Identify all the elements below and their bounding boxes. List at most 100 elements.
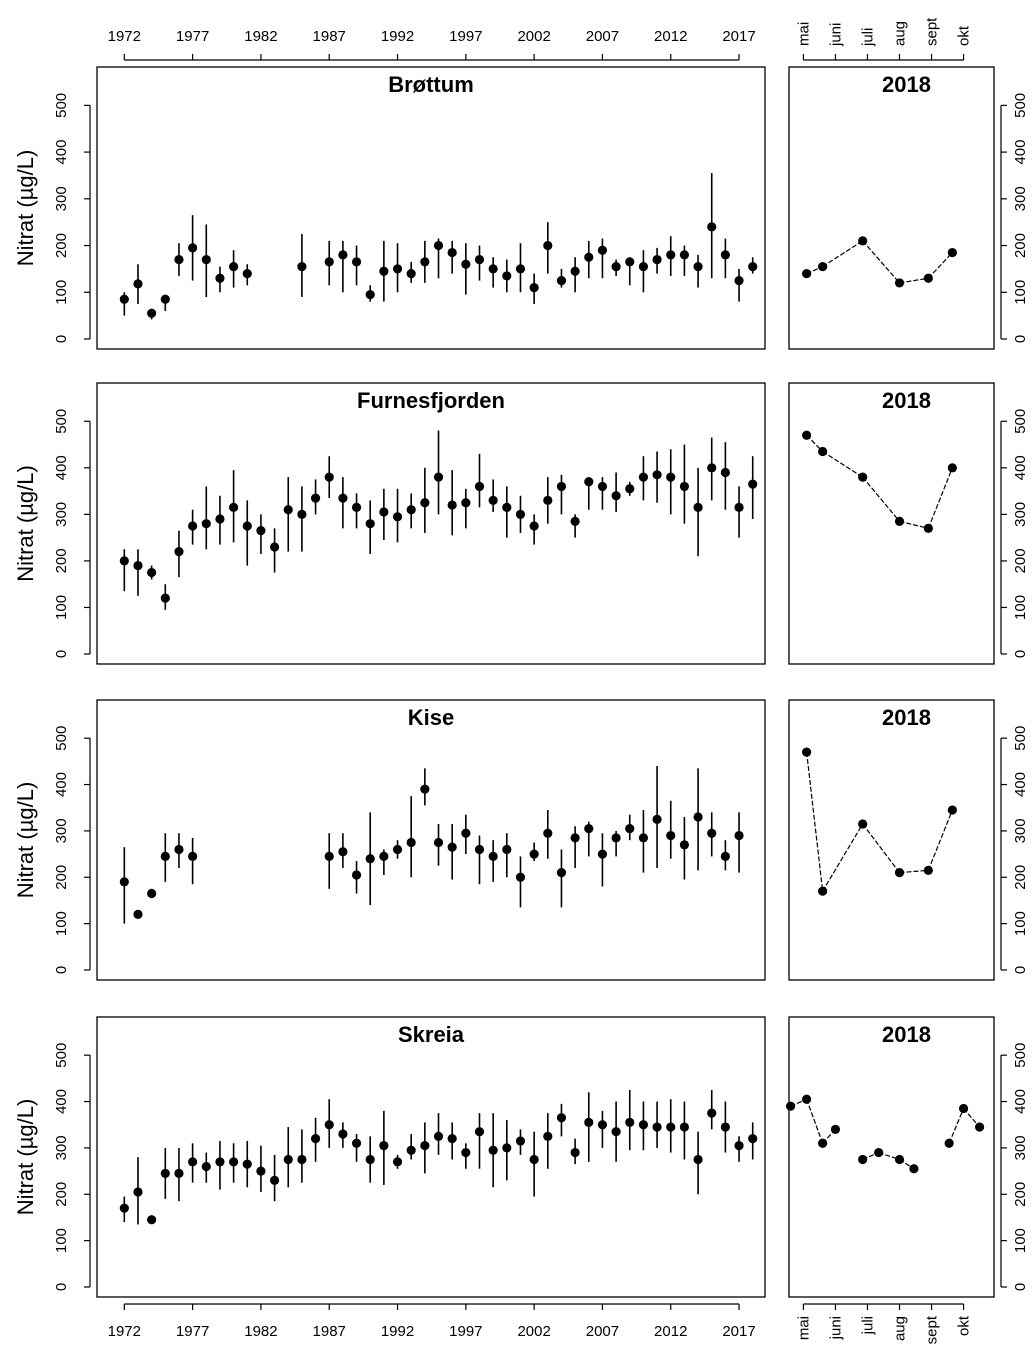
annual-point [748, 261, 758, 272]
annual-point [584, 823, 594, 834]
right-y-tick-label: 200 [1012, 1182, 1029, 1207]
left-y-tick-label: 500 [53, 93, 70, 118]
annual-point [338, 847, 348, 857]
left-y-tick-label: 0 [53, 335, 70, 343]
annual-point [229, 261, 239, 272]
bottom-month-tick-label: juni [827, 1316, 844, 1340]
annual-point [597, 849, 608, 859]
annual-point [502, 844, 512, 855]
annual-point [638, 261, 649, 272]
annual-point [488, 264, 498, 274]
annual-point [365, 519, 375, 529]
annual-point [119, 1203, 129, 1213]
right-y-tick-label: 500 [1012, 93, 1029, 118]
annual-point [433, 1131, 444, 1141]
panel-brøttum: Brøttum 2018 0 0 100 100 200 200 300 300 400 400 500… [13, 66, 1029, 350]
annual-point [324, 851, 334, 862]
annual-point [652, 814, 662, 824]
monthly-point [858, 236, 868, 246]
annual-point [597, 481, 608, 492]
annual-point [515, 264, 526, 274]
panel-furnesfjorden: Furnesfjorden 2018 0 0 100 100 200 200 300 300 400… [13, 382, 1029, 665]
main-plot-frame [96, 66, 766, 350]
inset-plot-frame [788, 382, 995, 665]
annual-point [351, 257, 362, 267]
left-y-tick-label: 400 [53, 140, 70, 165]
right-y-tick-label: 300 [1012, 502, 1029, 527]
right-y-tick-label: 300 [1012, 818, 1029, 843]
monthly-point [923, 865, 933, 875]
bottom-month-tick-label: sept [924, 1315, 941, 1344]
monthly-point [894, 278, 905, 288]
annual-point [488, 495, 498, 505]
annual-point [543, 240, 553, 251]
annual-point [666, 472, 676, 482]
left-y-tick-label: 300 [53, 186, 70, 211]
annual-point [734, 275, 744, 286]
annual-point [447, 247, 457, 258]
annual-point [406, 1145, 416, 1155]
monthly-point [858, 1154, 868, 1165]
monthly-line [927, 467, 953, 529]
annual-point [707, 463, 717, 473]
annual-point [256, 526, 266, 536]
annual-point [734, 502, 744, 512]
monthly-point [818, 261, 828, 272]
right-y-tick-label: 300 [1012, 1135, 1029, 1160]
annual-point [269, 1175, 280, 1185]
monthly-line [948, 1108, 965, 1144]
annual-point [147, 567, 157, 578]
right-y-tick-label: 100 [1012, 280, 1029, 305]
annual-point [229, 502, 239, 512]
annual-point [433, 837, 444, 848]
monthly-line [806, 752, 824, 892]
annual-point [584, 477, 594, 487]
top-x-tick-label: 2007 [586, 28, 619, 45]
monthly-point [947, 805, 957, 815]
panel-skreia: Skreia 2018 0 0 100 100 200 200 300 300 400 400 500 5… [13, 1016, 1029, 1298]
annual-point [188, 1157, 198, 1167]
bottom-x-tick-label: 1972 [108, 1323, 141, 1340]
annual-point [734, 830, 744, 841]
annual-point [147, 308, 157, 318]
annual-point [188, 851, 198, 862]
monthly-point [958, 1103, 969, 1114]
monthly-point [830, 1124, 841, 1134]
annual-point [529, 283, 539, 293]
annual-point [720, 467, 730, 478]
annual-point [119, 877, 129, 887]
right-y-tick-label: 500 [1012, 409, 1029, 434]
annual-point [679, 840, 690, 850]
annual-point [638, 472, 649, 482]
left-y-tick-label: 100 [53, 1228, 70, 1253]
annual-point [392, 264, 403, 274]
annual-point [447, 500, 457, 510]
bottom-x-tick-label: 1992 [381, 1323, 414, 1340]
monthly-line [806, 1099, 824, 1144]
right-y-tick-label: 100 [1012, 1228, 1029, 1253]
inset-plot-frame [788, 699, 995, 981]
monthly-point [874, 1147, 884, 1158]
annual-point [474, 481, 485, 492]
monthly-point [858, 819, 868, 829]
annual-point [570, 516, 580, 526]
annual-point [338, 1129, 348, 1139]
annual-point [242, 268, 252, 279]
annual-point [666, 250, 676, 260]
annual-point [406, 837, 416, 848]
annual-point [447, 842, 457, 852]
annual-point [215, 514, 225, 524]
annual-point [666, 1122, 676, 1132]
annual-point [529, 521, 539, 531]
left-y-tick-label: 0 [53, 650, 70, 658]
annual-point [297, 1154, 307, 1165]
annual-point [201, 254, 211, 265]
right-y-tick-label: 200 [1012, 865, 1029, 890]
annual-point [679, 250, 690, 260]
annual-point [256, 1166, 266, 1176]
main-plot-frame [96, 382, 766, 665]
right-y-tick-label: 400 [1012, 772, 1029, 797]
monthly-line [927, 252, 953, 279]
annual-point [379, 507, 389, 517]
annual-point [515, 872, 526, 882]
